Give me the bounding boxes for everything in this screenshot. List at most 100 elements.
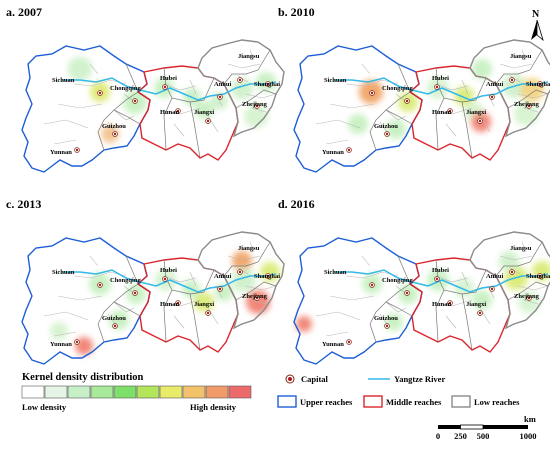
panel-title: c. 2013 [6, 197, 41, 211]
capital-marker [74, 339, 80, 345]
legend-low-density: Low density [22, 402, 67, 412]
capital-marker [74, 147, 80, 153]
density-hotspot [232, 268, 256, 292]
scale-tick: 500 [477, 431, 490, 441]
ramp-swatch [90, 385, 114, 399]
capital-marker [112, 131, 118, 137]
capital-marker [254, 103, 260, 109]
capital-marker [132, 290, 138, 296]
density-hotspot [50, 322, 68, 340]
capital-marker [447, 300, 453, 306]
density-hotspot [68, 57, 92, 81]
density-hotspot [101, 125, 119, 143]
province-label-hunan: Hunan [160, 109, 180, 116]
capital-marker [175, 108, 181, 114]
legend-middle-reaches: Middle reaches [363, 395, 442, 408]
province-label-chongqing: Chongqing [382, 85, 413, 92]
province-label-anhui: Anhui [214, 81, 232, 88]
scale-tick: 1000 [520, 431, 537, 441]
province-label-shanghai: Shanghai [526, 273, 550, 280]
capital-marker [404, 290, 410, 296]
panel-title: d. 2016 [278, 197, 315, 211]
province-label-shanghai: Shanghai [254, 81, 280, 88]
density-hotspot [386, 119, 406, 139]
legend-low-reaches-label: Low reaches [474, 397, 520, 407]
province-label-guizhou: Guizhou [102, 123, 126, 130]
province-label-hunan: Hunan [160, 301, 180, 308]
density-hotspot [260, 262, 280, 282]
scale-tick: 0 [436, 431, 440, 441]
density-hotspot [210, 92, 228, 110]
capital-marker [537, 273, 543, 279]
province-label-hunan: Hunan [432, 301, 452, 308]
density-hotspot [296, 316, 312, 332]
density-hotspot [195, 101, 213, 119]
province-label-jiangsu: Jiangsu [510, 245, 532, 252]
panel-title: a. 2007 [6, 5, 42, 19]
density-hotspot [518, 291, 540, 313]
province-label-zhejiang: Zhejiang [242, 293, 268, 300]
capital-marker [175, 300, 181, 306]
province-label-sichuan: Sichuan [324, 77, 347, 84]
legend-river: Yangtze River [368, 374, 445, 384]
province-label-hubei: Hubei [432, 75, 449, 82]
province-label-yunnan: Yunnan [322, 341, 344, 348]
province-label-yunnan: Yunnan [50, 149, 72, 156]
ramp-swatch [136, 385, 160, 399]
legend-upper-reaches: Upper reaches [277, 395, 353, 408]
province-label-jiangsu: Jiangsu [238, 245, 260, 252]
scale-tick: 250 [454, 431, 467, 441]
map-panel: Sichuan Chongqing Guizhou Yunnan Hubei Hunan J… [21, 231, 285, 365]
capital-marker [237, 77, 243, 83]
province-label-hunan: Hunan [432, 109, 452, 116]
province-label-chongqing: Chongqing [110, 277, 141, 284]
density-hotspot [472, 290, 492, 310]
ramp-swatch [228, 385, 252, 399]
density-hotspot [472, 59, 492, 79]
legend-river-label: Yangtze River [394, 374, 445, 384]
capital-marker [489, 286, 495, 292]
capital-marker [447, 108, 453, 114]
province-label-sichuan: Sichuan [324, 269, 347, 276]
province-label-zhejiang: Zhejiang [514, 293, 540, 300]
ramp-swatch [205, 385, 229, 399]
province-label-shanghai: Shanghai [526, 81, 550, 88]
capital-marker [205, 118, 211, 124]
density-hotspot [348, 114, 368, 134]
province-label-yunnan: Yunnan [322, 149, 344, 156]
province-label-jiangsu: Jiangsu [510, 53, 532, 60]
province-label-anhui: Anhui [486, 273, 504, 280]
capital-marker [254, 295, 260, 301]
legend-middle-reaches-label: Middle reaches [386, 397, 442, 407]
province-label-jiangsu: Jiangsu [238, 53, 260, 60]
ramp-swatch [21, 385, 45, 399]
density-hotspot [256, 72, 276, 92]
ramp-swatch [182, 385, 206, 399]
density-color-ramp [21, 385, 252, 399]
panel-title: b. 2010 [278, 5, 315, 19]
capital-marker [205, 310, 211, 316]
capital-marker [509, 77, 515, 83]
ramp-swatch [159, 385, 183, 399]
density-hotspot [194, 292, 214, 312]
province-label-shanghai: Shanghai [254, 273, 280, 280]
capital-marker [217, 286, 223, 292]
scale-bar: 0 250 500 1000 km [436, 414, 537, 441]
province-label-chongqing: Chongqing [110, 85, 141, 92]
density-hotspot [244, 104, 268, 128]
province-label-guizhou: Guizhou [374, 315, 398, 322]
scale-unit: km [524, 414, 536, 424]
capital-marker [162, 276, 168, 282]
capital-marker [97, 282, 103, 288]
capital-marker [434, 84, 440, 90]
province-label-sichuan: Sichuan [52, 77, 75, 84]
capital-marker [404, 98, 410, 104]
province-label-guizhou: Guizhou [374, 123, 398, 130]
capital-marker [217, 94, 223, 100]
capital-marker [265, 81, 271, 87]
ramp-swatch [113, 385, 137, 399]
ramp-swatch [67, 385, 91, 399]
legend-upper-reaches-label: Upper reaches [300, 397, 353, 407]
province-label-hubei: Hubei [160, 75, 177, 82]
